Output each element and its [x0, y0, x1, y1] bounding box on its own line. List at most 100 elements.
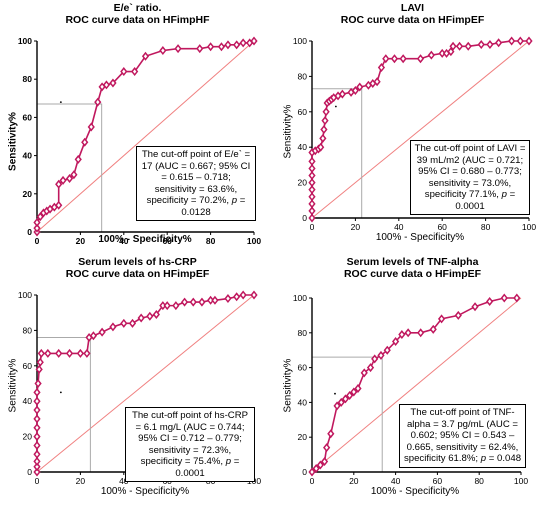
roc-point-marker: [320, 124, 328, 135]
roc-point-marker: [131, 67, 139, 77]
chart-title-block: LAVI ROC curve data on HFimpEF: [275, 2, 550, 26]
stray-dot: [59, 391, 62, 394]
roc-point-marker: [321, 116, 329, 126]
y-axis-label: Sensitivity%: [282, 104, 294, 159]
y-tick-label: 20: [23, 189, 33, 199]
roc-point-marker: [33, 396, 41, 406]
roc-point-marker: [76, 348, 85, 358]
x-tick-label: 40: [391, 476, 401, 486]
roc-point-marker: [308, 199, 316, 209]
roc-point-marker: [516, 36, 524, 46]
roc-point-marker: [159, 46, 167, 56]
chart-title: LAVI: [400, 2, 425, 14]
roc-point-marker: [146, 311, 154, 321]
roc-point-marker: [308, 171, 316, 181]
chart-subtitle: ROC curve data o HFimpEF: [343, 268, 482, 280]
roc-point-marker: [320, 457, 329, 467]
stray-dot: [334, 392, 336, 395]
x-tick-label: 80: [206, 236, 216, 246]
x-tick-label: 20: [76, 236, 86, 246]
roc-point-marker: [416, 54, 425, 64]
x-tick-label: 80: [474, 476, 484, 486]
roc-point-marker: [98, 327, 106, 337]
roc-point-marker: [371, 354, 379, 364]
cutoff-annotation-box: The cut-off point of hs-CRP = 6.1 mg/L (…: [125, 407, 255, 482]
roc-point-marker: [33, 462, 41, 472]
x-tick-label: 60: [437, 222, 447, 232]
roc-point-marker: [33, 456, 41, 466]
roc-point-marker: [308, 178, 316, 188]
roc-point-marker: [55, 200, 63, 210]
roc-point-marker: [33, 414, 41, 424]
roc-point-marker: [120, 318, 128, 328]
roc-point-marker: [250, 290, 258, 300]
roc-point-marker: [224, 294, 232, 304]
roc-point-marker: [94, 97, 102, 107]
roc-point-marker: [404, 328, 412, 338]
roc-point-marker: [152, 309, 160, 319]
cutoff-annotation-box: The cut-off point of E/e` = 17 (AUC = 0.…: [136, 146, 256, 221]
chart-title: Serum levels of hs-CRP: [78, 256, 197, 268]
roc-point-marker: [87, 122, 95, 132]
y-tick-label: 0: [302, 213, 307, 223]
roc-point-marker: [59, 175, 67, 185]
chart-title-block: Serum levels of TNF-alpha ROC curve data …: [275, 256, 550, 280]
roc-point-marker: [34, 378, 42, 389]
roc-point-marker: [250, 36, 258, 46]
roc-point-marker: [323, 443, 331, 453]
roc-point-marker: [382, 54, 390, 64]
roc-point-marker: [308, 185, 316, 195]
x-axis-label: 100% - Specificity%: [98, 234, 192, 245]
roc-point-marker: [174, 44, 182, 54]
roc-point-marker: [33, 405, 41, 415]
chart-subtitle: ROC curve data on HFimpEF: [340, 14, 485, 26]
roc-plot: 0 20 40 60 80 100 0 20 40 60 80 100: [18, 36, 262, 246]
roc-point-marker: [356, 82, 364, 92]
roc-point-marker: [35, 364, 43, 374]
roc-point-marker: [239, 38, 247, 48]
y-tick-label: 100: [293, 36, 307, 46]
roc-point-marker: [471, 302, 479, 312]
x-tick-label: 0: [35, 236, 40, 246]
roc-point-marker: [316, 460, 324, 470]
roc-point-marker: [377, 63, 386, 73]
x-axis-label: 100% - Specificity%: [370, 486, 460, 497]
roc-point-marker: [33, 432, 41, 442]
y-tick-label: 80: [23, 325, 33, 335]
y-tick-label: 100: [293, 293, 307, 303]
roc-point-marker: [317, 142, 325, 152]
roc-point-marker: [464, 41, 472, 51]
roc-plot: 0 20 40 60 80 100 0 20 40 60 80 100: [293, 293, 529, 486]
roc-panel-e-e-ratio: E/e` ratio. ROC curve data on HFimpHF 0 20 4…: [0, 0, 275, 253]
x-tick-label: 40: [119, 236, 129, 246]
roc-point-marker: [65, 174, 74, 184]
roc-point-marker: [33, 387, 41, 397]
roc-point-marker: [141, 51, 150, 61]
roc-point-marker: [89, 331, 98, 341]
roc-point-marker: [239, 290, 247, 300]
roc-point-marker: [189, 297, 197, 307]
chart-subtitle: ROC curve data on HFimpHF: [65, 14, 210, 26]
x-axis-label: 100% - Specificity%: [100, 486, 190, 497]
roc-point-marker: [327, 429, 335, 439]
roc-point-marker: [337, 397, 345, 407]
roc-panel-tnf-alpha: Serum levels of TNF-alpha ROC curve data …: [275, 254, 550, 507]
roc-point-marker: [233, 40, 241, 50]
roc-point-marker: [417, 328, 425, 338]
roc-point-marker: [308, 467, 316, 477]
roc-point-marker: [398, 330, 406, 340]
roc-point-marker: [36, 357, 44, 367]
y-tick-label: 0: [302, 467, 307, 477]
roc-point-marker: [308, 192, 316, 202]
y-tick-label: 0: [27, 467, 32, 477]
y-tick-label: 20: [298, 178, 308, 188]
roc-point-marker: [366, 363, 375, 373]
roc-panel-lavi: LAVI ROC curve data on HFimpEF 0 20 40 60 80 10…: [275, 0, 550, 253]
roc-point-marker: [33, 449, 41, 459]
roc-point-marker: [120, 67, 128, 77]
cutoff-guide-lines: [312, 356, 383, 472]
roc-point-marker: [525, 36, 533, 46]
chart-title: Serum levels of TNF-alpha: [346, 256, 479, 268]
roc-point-marker: [399, 54, 407, 64]
roc-point-marker: [81, 137, 89, 147]
